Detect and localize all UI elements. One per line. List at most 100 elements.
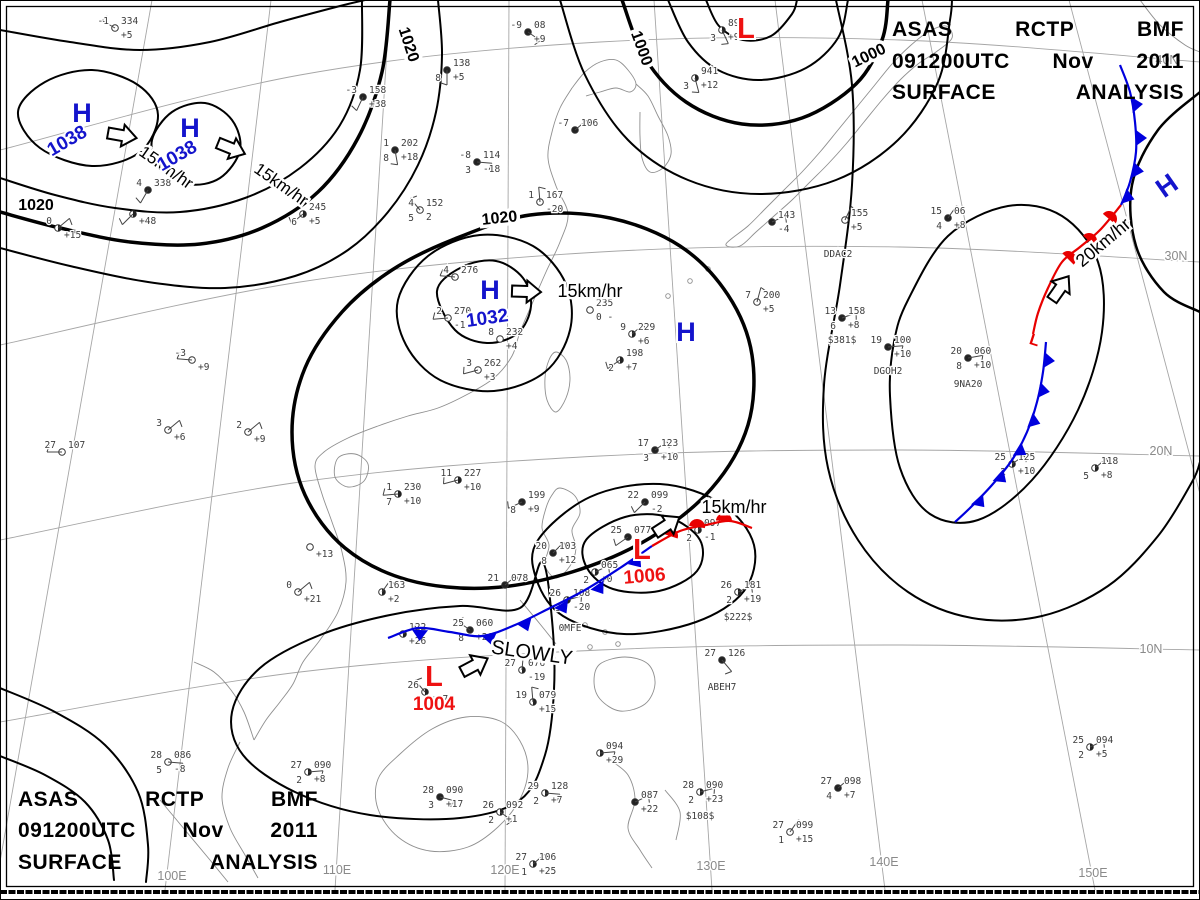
wind-barb <box>394 149 399 165</box>
station-value: 262 <box>484 358 501 369</box>
station-value: 1 <box>521 867 527 878</box>
station-value: 22 <box>628 490 639 501</box>
wind-barb-tick <box>849 778 853 786</box>
isobar <box>1128 90 1200 314</box>
title-word: ANALYSIS <box>209 850 318 874</box>
station-plot: 20 103 +12 8 <box>534 540 577 569</box>
station-value: 158 <box>369 85 386 96</box>
station-value: +10 <box>404 496 421 507</box>
low-center: L <box>425 661 443 693</box>
station-id: $108$ <box>686 811 715 822</box>
longitude-label: 140E <box>869 855 898 869</box>
wind-barb-tick <box>538 186 546 190</box>
longitude-line <box>653 0 713 891</box>
station-value: 3 <box>683 81 689 92</box>
movement-arrow <box>214 136 247 161</box>
station-plot: -7 106 <box>556 117 600 134</box>
station-value: 094 <box>606 741 623 752</box>
cold-front-symbol <box>590 580 604 595</box>
isobar-label: 1020 <box>18 197 54 214</box>
title-word: ASAS <box>892 18 953 41</box>
coastline <box>221 741 259 879</box>
station-value: -1 <box>704 532 716 543</box>
station-value: +5 <box>1096 749 1107 760</box>
station-value: 8 <box>383 153 389 164</box>
longitude-label: 120E <box>490 863 519 877</box>
station-plot: -3 158 +38 <box>344 84 387 112</box>
fronts: L <box>387 64 1147 645</box>
station-plot: -8 114 -18 3 <box>458 149 501 178</box>
station-value: 25 <box>995 452 1006 463</box>
station-value: 106 <box>539 852 556 863</box>
station-plot: 27 098 +7 4 <box>819 775 862 804</box>
station-value: 118 <box>1101 456 1118 467</box>
station-value: +7 <box>551 795 562 806</box>
station-plot: -1 334 +5 <box>96 15 139 43</box>
station-value: -8 <box>174 764 186 775</box>
title-word: 091200UTC <box>18 819 136 842</box>
longitude-line <box>164 0 272 891</box>
station-plot: 0MFE <box>557 622 583 636</box>
station-value: 227 <box>464 468 481 479</box>
station-plot: 27 106 +25 1 <box>514 851 557 880</box>
isobar <box>0 0 364 214</box>
station-value: +4 <box>506 341 518 352</box>
title-word: Nov <box>1052 49 1094 73</box>
wind-barb <box>532 853 545 865</box>
movement-label: 15km/hr <box>701 497 766 517</box>
station-value: 0 - <box>596 312 613 323</box>
station-plot: 9 229 +6 <box>619 321 657 349</box>
longitude-line <box>0 0 153 865</box>
station-plot: 15 06 +8 4 <box>929 205 967 234</box>
station-value: 21 <box>488 573 500 584</box>
station-value: +8 <box>314 774 326 785</box>
wind-barb <box>1089 740 1104 748</box>
coastline <box>333 453 369 488</box>
station-value: 107 <box>68 440 85 451</box>
station-plot: +13 <box>306 543 334 561</box>
station-value: +9 <box>254 434 266 445</box>
station-value: 4 <box>826 791 832 802</box>
station-value: +29 <box>606 755 623 766</box>
wind-barb <box>531 687 534 703</box>
station-value: 2 <box>583 575 589 586</box>
wind-barb <box>443 479 459 485</box>
station-plot: 0 +15 <box>45 215 82 243</box>
station-value: 199 <box>528 490 545 501</box>
station-value: 338 <box>154 178 171 189</box>
high-pressure-value: 1032 <box>465 305 510 332</box>
wind-barb-tick <box>516 575 520 583</box>
wind-barb <box>297 581 310 593</box>
station-value: 100 <box>894 335 911 346</box>
wind-barb-tick <box>506 820 513 826</box>
station-plot: 941 +12 3 <box>682 65 720 94</box>
station-value: +5 <box>763 304 774 315</box>
station-value: 090 <box>314 760 331 771</box>
wind-barb-tick <box>850 206 857 212</box>
wind-barb-tick <box>488 163 493 170</box>
station-value: 163 <box>388 580 405 591</box>
station-value: 8 <box>541 556 547 567</box>
wind-barb <box>356 96 364 111</box>
wind-barb-tick <box>507 501 509 509</box>
station-value: 08 <box>534 20 546 31</box>
station-plot: 138 +5 8 <box>434 57 472 86</box>
wind-barb-tick <box>798 819 804 826</box>
wind-barb <box>440 275 456 278</box>
station-value: 078 <box>511 573 528 584</box>
station-value: 26 <box>550 588 562 599</box>
cold-front-symbol <box>1043 352 1055 368</box>
isobar <box>620 0 890 127</box>
station-plot: DDAC2 <box>822 248 853 262</box>
station-value: 28 <box>423 785 435 796</box>
isobar-label: 1020 <box>395 25 422 64</box>
station-value: 138 <box>453 58 470 69</box>
station-plot: 20 060 +10 8 9NA20 <box>949 345 992 392</box>
station-plot: 118 +8 5 <box>1082 455 1120 484</box>
station-value: 126 <box>728 648 745 659</box>
station-plot: 4 152 2 5 <box>407 195 444 225</box>
coastline <box>664 789 681 841</box>
